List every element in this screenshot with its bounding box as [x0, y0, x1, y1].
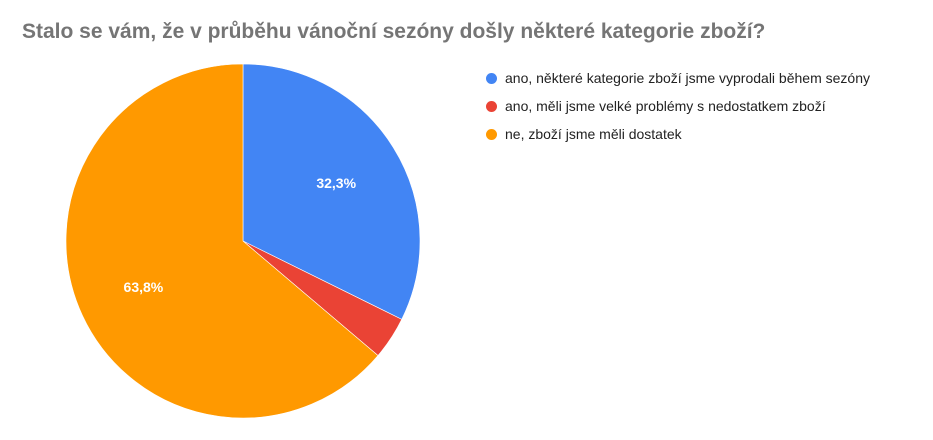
pie-slice-0[interactable]	[242, 63, 421, 320]
pie-value-labels: 32,3% 63,8%	[124, 175, 357, 295]
legend-swatch-0	[486, 72, 497, 84]
legend-label-0: ano, některé kategorie zboží jsme vyprod…	[505, 70, 870, 86]
pie-slice-label-0: 32,3%	[316, 175, 356, 191]
legend-label-2: ne, zboží jsme měli dostatek	[505, 126, 682, 142]
legend-item-1[interactable]: ano, měli jsme velké problémy s nedostat…	[486, 92, 870, 120]
legend-label-1: ano, měli jsme velké problémy s nedostat…	[505, 98, 826, 114]
legend: ano, některé kategorie zboží jsme vyprod…	[486, 64, 870, 148]
legend-item-0[interactable]: ano, některé kategorie zboží jsme vyprod…	[486, 64, 870, 92]
chart-title: Stalo se vám, že v průběhu vánoční sezón…	[22, 20, 766, 43]
legend-swatch-1	[486, 100, 497, 112]
pie-slice-2[interactable]	[65, 63, 379, 419]
pie-slices	[65, 63, 421, 419]
legend-swatch-2	[486, 128, 497, 140]
pie-slice-label-2: 63,8%	[124, 279, 164, 295]
legend-item-2[interactable]: ne, zboží jsme měli dostatek	[486, 120, 870, 148]
